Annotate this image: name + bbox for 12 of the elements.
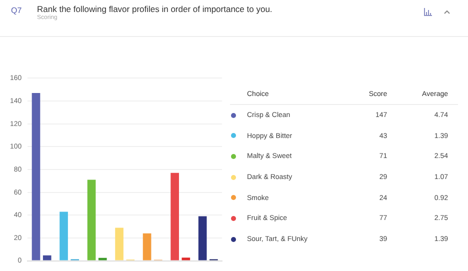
bar bbox=[115, 228, 124, 260]
text: Q7 bbox=[11, 6, 22, 15]
bar bbox=[170, 172, 179, 260]
bar bbox=[98, 258, 107, 260]
chart-title: Rank the following flavor profiles in order of importance to you. bbox=[37, 4, 272, 14]
bar bbox=[32, 93, 40, 260]
bar bbox=[198, 216, 207, 260]
bar bbox=[182, 258, 190, 260]
bar bbox=[42, 255, 52, 260]
bar bbox=[87, 180, 96, 260]
bar bbox=[142, 233, 152, 260]
bar bbox=[60, 212, 68, 260]
